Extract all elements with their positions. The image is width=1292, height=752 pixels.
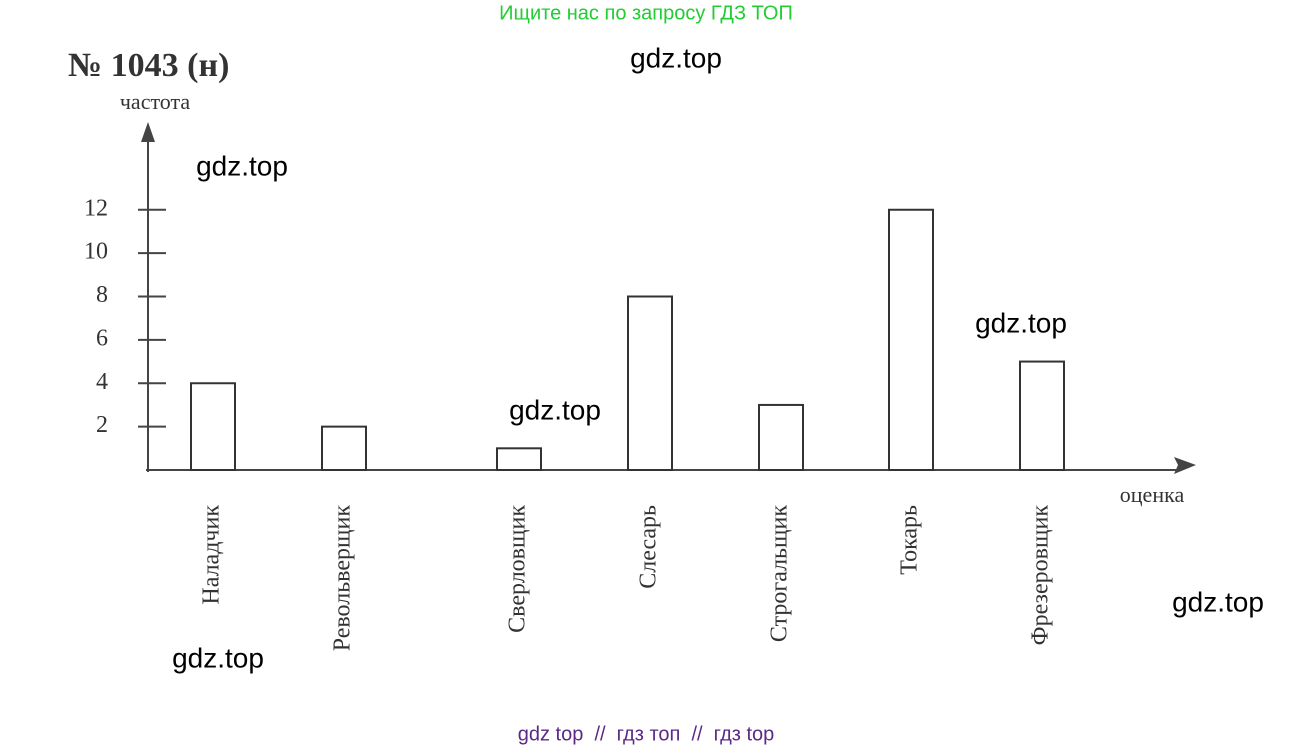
bar (496, 447, 542, 471)
x-tick-label: Сверловщик (505, 505, 531, 633)
bar (1019, 360, 1065, 471)
x-tick-label: Токарь (897, 505, 923, 575)
bar (190, 382, 236, 471)
watermark: gdz.top (630, 42, 722, 73)
bar (888, 208, 934, 471)
watermark: gdz.top (172, 642, 264, 673)
bar (758, 403, 804, 471)
y-axis-arrow (141, 122, 155, 142)
watermark-header: Ищите нас по запросу ГДЗ ТОП (499, 2, 793, 24)
watermark-footer: gdz top // гдз топ // гдз top (518, 723, 775, 745)
y-tick-label: 4 (96, 369, 108, 395)
watermark: gdz.top (196, 150, 288, 181)
bar (627, 295, 673, 471)
x-tick-label: Наладчик (199, 505, 225, 605)
x-axis-arrow (1174, 457, 1196, 474)
bar (321, 425, 367, 471)
x-tick-label: Револьверщик (330, 505, 356, 652)
watermark: gdz.top (509, 394, 601, 425)
y-tick-label: 10 (84, 239, 108, 265)
y-tick-label: 12 (84, 195, 108, 221)
x-axis-label: оценка (1120, 482, 1185, 507)
chart-title: № 1043 (н) (68, 47, 229, 84)
x-tick-label: Строгальщик (767, 505, 793, 642)
y-tick-label: 6 (96, 325, 108, 351)
watermark: gdz.top (975, 307, 1067, 338)
y-tick-label: 2 (96, 412, 108, 438)
x-tick-label: Слесарь (636, 505, 662, 589)
y-axis-label: частота (120, 89, 191, 114)
watermark: gdz.top (1172, 586, 1264, 617)
x-tick-label: Фрезеровщик (1028, 505, 1054, 646)
y-tick-label: 8 (96, 282, 108, 308)
